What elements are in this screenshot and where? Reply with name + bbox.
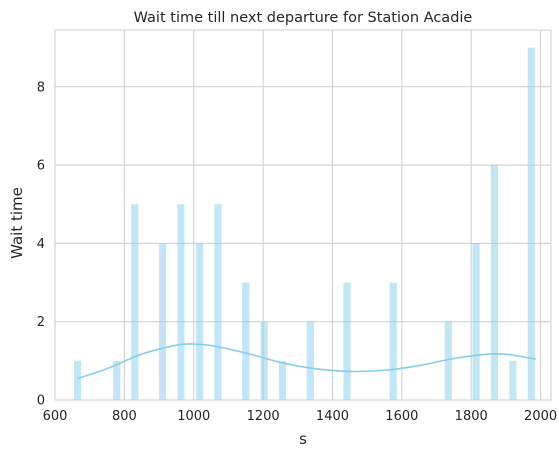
y-tick-label: 8 [37,80,45,95]
histogram-bar [509,360,517,400]
kde-curve [77,343,536,380]
histogram-bar [278,360,287,400]
y-tick-label: 6 [37,159,45,174]
x-tick-label: 1000 [177,409,210,424]
histogram-bar [196,243,204,400]
histogram-bar [113,360,121,400]
histogram-bar [527,47,535,400]
histogram-bar [242,282,250,400]
x-tick-label: 2000 [524,409,557,424]
histogram-bar [343,282,351,400]
plot-frame [54,29,552,401]
y-tick-label: 0 [37,394,45,409]
histogram-bar [177,204,185,400]
x-tick-label: 800 [112,409,137,424]
histogram-bar [444,321,452,400]
histogram-bar [472,243,480,400]
histogram-bar [260,321,268,400]
histogram-bar [214,204,222,400]
y-axis-label: Wait time [8,187,26,259]
y-tick-label: 4 [37,237,45,252]
x-tick-label: 600 [43,409,68,424]
histogram-bar [131,204,139,400]
x-tick-label: 1800 [455,409,488,424]
histogram-bar [389,282,397,400]
x-axis-label: s [299,430,307,448]
y-axis-ticks: 0 2 4 6 8 [37,80,45,408]
x-tick-label: 1600 [385,409,418,424]
y-tick-label: 2 [37,315,45,330]
x-axis-ticks: 600 800 1000 1200 1400 1600 1800 2000 [43,409,558,424]
x-tick-label: 1200 [247,409,280,424]
histogram-bar [158,243,167,400]
histogram-bar [490,165,499,400]
chart-title: Wait time till next departure for Statio… [134,10,473,26]
histogram-bars [73,47,535,400]
histogram-bar [306,321,314,400]
histogram-bar [73,360,82,400]
x-tick-label: 1400 [316,409,349,424]
